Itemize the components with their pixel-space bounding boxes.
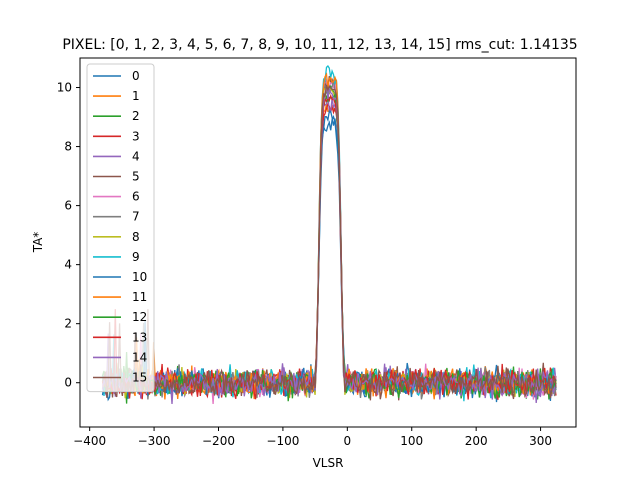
series-line (101, 83, 557, 399)
x-tick-label: 300 (529, 434, 552, 448)
x-tick-label: −200 (202, 434, 235, 448)
y-tick-label: 10 (57, 81, 72, 95)
series-line (101, 65, 557, 402)
legend-label: 0 (132, 69, 140, 83)
x-axis-label: VLSR (313, 456, 344, 470)
legend-label: 10 (132, 270, 147, 284)
legend-label: 1 (132, 89, 140, 103)
legend-label: 5 (132, 170, 140, 184)
series-line (101, 85, 557, 404)
y-tick-label: 6 (64, 199, 72, 213)
series-line (101, 85, 557, 404)
legend-label: 8 (132, 230, 140, 244)
x-tick-label: −300 (138, 434, 171, 448)
legend-label: 9 (132, 250, 140, 264)
legend-label: 13 (132, 330, 147, 344)
x-tick-label: −400 (73, 434, 106, 448)
chart-title: PIXEL: [0, 1, 2, 3, 4, 5, 6, 7, 8, 9, 10… (62, 37, 577, 53)
legend-label: 3 (132, 129, 140, 143)
x-tick-label: 0 (344, 434, 352, 448)
legend-label: 12 (132, 310, 147, 324)
legend-label: 15 (132, 371, 147, 385)
legend-label: 7 (132, 210, 140, 224)
series-line (102, 114, 557, 403)
y-axis-label: TA* (31, 232, 45, 254)
series-line (101, 84, 557, 401)
series-line (101, 103, 557, 400)
y-axis: 0 2 4 6 8 10 (57, 81, 80, 390)
legend-label: 11 (132, 290, 147, 304)
legend-label: 6 (132, 190, 140, 204)
series-line (101, 76, 557, 404)
series-lines (101, 65, 557, 404)
series-line (102, 102, 557, 400)
legend-label: 14 (132, 350, 147, 364)
x-tick-label: 100 (400, 434, 423, 448)
x-tick-label: −100 (266, 434, 299, 448)
y-tick-label: 2 (64, 317, 72, 331)
y-tick-label: 0 (64, 376, 72, 390)
series-line (101, 93, 557, 402)
series-line (101, 93, 557, 404)
series-line (101, 93, 557, 400)
legend-label: 2 (132, 109, 140, 123)
plot-frame (79, 57, 577, 428)
legend-label: 4 (132, 149, 140, 163)
series-line (101, 110, 557, 402)
y-tick-label: 4 (64, 258, 72, 272)
y-tick-label: 8 (64, 140, 72, 154)
series-line (101, 79, 557, 400)
x-tick-label: 200 (465, 434, 488, 448)
x-axis: −400 −300 −200 −100 0 100 200 300 (73, 427, 552, 448)
legend-box (86, 63, 155, 393)
